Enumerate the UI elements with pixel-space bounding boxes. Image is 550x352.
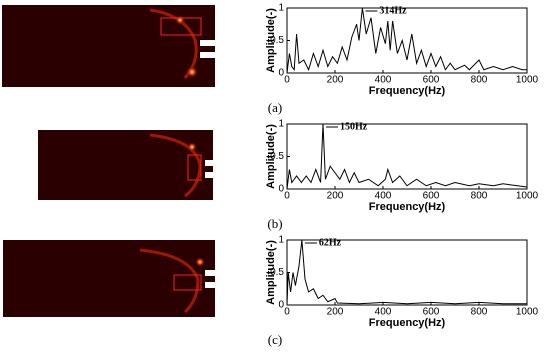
x-tick-label: 1000	[516, 191, 539, 202]
x-tick-label: 1000	[516, 75, 539, 86]
x-axis-label: Frequency(Hz)	[369, 317, 446, 329]
hotspot	[186, 66, 198, 78]
x-tick-label: 1000	[516, 307, 539, 318]
panel-label: (b)	[267, 216, 282, 231]
x-tick-label: 200	[327, 191, 344, 202]
annotation: 150Hz	[340, 121, 368, 132]
x-axis-label: Frequency(Hz)	[369, 85, 446, 97]
flame	[139, 248, 200, 314]
x-tick-label: 200	[327, 75, 344, 86]
nozzle	[205, 160, 240, 178]
y-tick-label: 0	[278, 68, 284, 79]
roi-box	[173, 274, 202, 291]
x-tick-label: 600	[423, 75, 440, 86]
y-tick-label: 1	[278, 119, 284, 130]
y-tick-label: 0.5	[270, 151, 284, 162]
panel-label: (c)	[268, 332, 282, 347]
spectrum-line	[286, 7, 527, 74]
y-axis-label: Amplitude(-)	[265, 124, 277, 189]
y-axis-label: Amplitude(-)	[265, 240, 277, 305]
field-image	[38, 130, 240, 200]
plot-frame	[286, 7, 528, 74]
annotation: 314Hz	[379, 5, 407, 16]
flame	[149, 133, 202, 198]
x-tick-label: 800	[471, 75, 488, 86]
y-tick-label: 0.5	[270, 267, 284, 278]
y-axis-label: Amplitude(-)	[265, 8, 277, 73]
nozzle	[205, 270, 240, 288]
x-axis-label: Frequency(Hz)	[369, 201, 446, 213]
x-tick-label: 0	[284, 75, 290, 86]
spectrum-line	[286, 239, 527, 306]
nozzle	[200, 40, 240, 58]
x-tick-label: 200	[327, 307, 344, 318]
x-tick-label: 400	[375, 307, 392, 318]
y-tick-label: 1	[278, 3, 284, 14]
hotspot	[175, 15, 185, 25]
y-tick-label: 0.5	[270, 35, 284, 46]
panel-label: (a)	[268, 100, 282, 115]
x-tick-label: 0	[284, 191, 290, 202]
x-tick-label: 400	[375, 75, 392, 86]
x-tick-label: 600	[423, 307, 440, 318]
image-bg	[38, 130, 213, 200]
y-tick-label: 1	[278, 235, 284, 246]
spectrum-line	[286, 123, 528, 190]
annotation: 62Hz	[319, 237, 342, 248]
x-tick-label: 800	[471, 307, 488, 318]
image-bg	[3, 240, 215, 317]
hotspot	[187, 142, 197, 152]
hotspot	[195, 257, 205, 267]
field-image	[3, 240, 240, 317]
y-tick-label: 0	[278, 184, 284, 195]
field-image	[2, 5, 240, 87]
x-tick-label: 600	[423, 191, 440, 202]
x-tick-label: 0	[284, 307, 290, 318]
x-tick-label: 800	[471, 191, 488, 202]
x-tick-label: 400	[375, 191, 392, 202]
roi-box	[160, 17, 202, 36]
y-tick-label: 0	[278, 300, 284, 311]
roi-box	[187, 154, 202, 181]
